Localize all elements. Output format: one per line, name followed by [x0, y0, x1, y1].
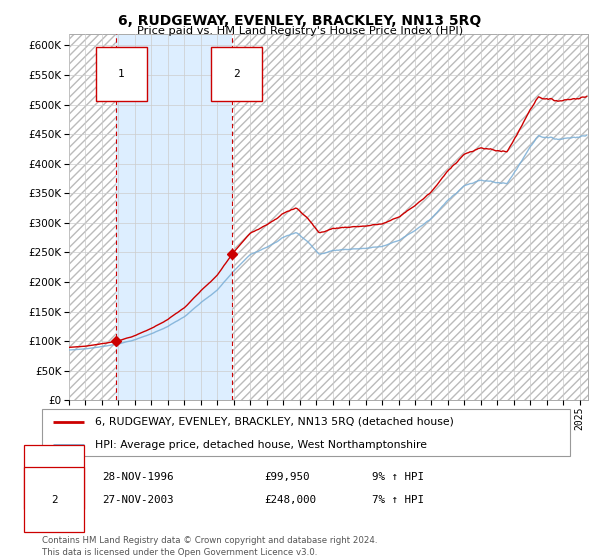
- Text: HPI: Average price, detached house, West Northamptonshire: HPI: Average price, detached house, West…: [95, 440, 427, 450]
- Text: 2: 2: [233, 69, 240, 79]
- Text: 27-NOV-2003: 27-NOV-2003: [102, 494, 173, 505]
- Text: 1: 1: [51, 472, 57, 482]
- Bar: [116, 34, 232, 400]
- FancyBboxPatch shape: [42, 409, 570, 456]
- Text: 1: 1: [118, 69, 125, 79]
- Text: 28-NOV-1996: 28-NOV-1996: [102, 472, 173, 482]
- Text: 2: 2: [51, 494, 57, 505]
- Text: Price paid vs. HM Land Registry's House Price Index (HPI): Price paid vs. HM Land Registry's House …: [137, 26, 463, 36]
- Text: £248,000: £248,000: [264, 494, 316, 505]
- Text: 6, RUDGEWAY, EVENLEY, BRACKLEY, NN13 5RQ (detached house): 6, RUDGEWAY, EVENLEY, BRACKLEY, NN13 5RQ…: [95, 417, 454, 427]
- Text: Contains HM Land Registry data © Crown copyright and database right 2024.
This d: Contains HM Land Registry data © Crown c…: [42, 536, 377, 557]
- Text: £99,950: £99,950: [264, 472, 310, 482]
- Text: 7% ↑ HPI: 7% ↑ HPI: [372, 494, 424, 505]
- Text: 9% ↑ HPI: 9% ↑ HPI: [372, 472, 424, 482]
- Text: 6, RUDGEWAY, EVENLEY, BRACKLEY, NN13 5RQ: 6, RUDGEWAY, EVENLEY, BRACKLEY, NN13 5RQ: [118, 14, 482, 28]
